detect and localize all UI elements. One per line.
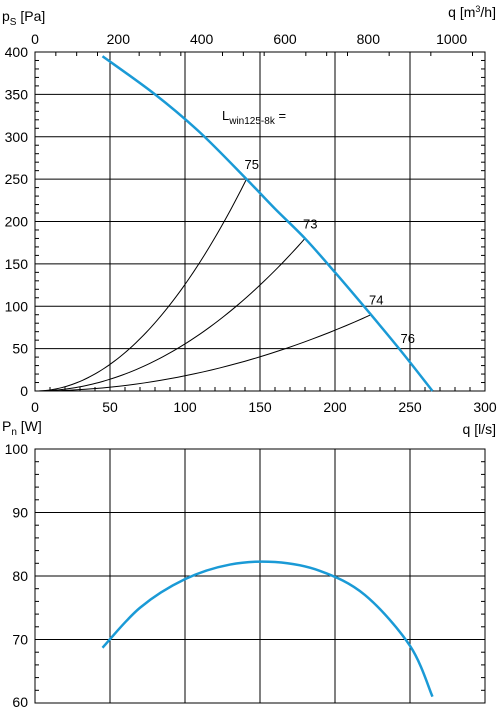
pressure-tick-label: 200 [5,214,29,230]
flow-ls-tick-label: 150 [248,399,272,415]
flow-ls-tick-label: 300 [473,399,497,415]
flow-m3h-tick-label: 1000 [436,31,467,47]
flow-m3h-tick-label: 600 [273,31,297,47]
power-grid [35,449,485,703]
flow-ls-tick-label: 200 [323,399,347,415]
system-curves [34,178,372,392]
pressure-y-axis-label: pS [Pa] [2,8,45,28]
operating-point-label-74: 74 [369,293,383,308]
flow-m3h-tick-label: 800 [357,31,381,47]
pressure-minor-ticks [35,52,485,391]
pressure-y-tick-labels: 0 50 100 150 200 250 300 350 400 [5,44,29,399]
flow-ls-axis-label: q [l/s] [463,421,496,437]
power-tick-label: 60 [12,694,28,709]
power-tick-label: 80 [12,568,28,584]
operating-point-label-76: 76 [401,331,415,346]
power-chart: 60 70 80 90 100 Pn [W] [2,418,486,709]
pressure-tick-label: 0 [20,383,28,399]
operating-point-label-73: 73 [303,216,317,231]
pressure-chart: 0 50 100 150 200 250 300 350 400 0 50 100 150 200 250… [2,4,497,437]
pressure-tick-label: 400 [5,44,29,60]
pressure-tick-label: 150 [5,256,29,272]
power-y-axis-label: Pn [W] [2,418,42,438]
operating-point-label-75: 75 [245,157,259,172]
pressure-tick-label: 100 [5,298,29,314]
power-tick-label: 100 [5,441,29,457]
flow-m3h-axis-label: q [m3/h] [448,4,496,20]
sound-level-annotation: Lwin125-8k = [222,108,286,127]
operating-point-labels: 75 73 74 76 [245,157,415,346]
flow-ls-tick-label: 250 [398,399,422,415]
flow-m3h-tick-label: 200 [107,31,131,47]
power-minor-ticks [35,461,485,691]
power-tick-label: 90 [12,505,28,521]
power-curve [101,560,434,698]
system-curve-74 [34,314,372,392]
power-tick-label: 70 [12,632,28,648]
pressure-tick-label: 350 [5,86,29,102]
flow-m3h-tick-labels: 0 200 400 600 800 1000 [31,31,467,47]
power-y-tick-labels: 60 70 80 90 100 [5,441,29,709]
flow-ls-tick-labels: 0 50 100 150 200 250 300 [31,399,497,415]
pressure-tick-label: 300 [5,129,29,145]
pressure-tick-label: 50 [12,341,28,357]
flow-ls-tick-label: 0 [31,399,39,415]
system-curve-73 [34,238,306,392]
pressure-tick-label: 250 [5,171,29,187]
flow-ls-tick-label: 100 [173,399,197,415]
flow-m3h-tick-label: 400 [190,31,214,47]
flow-m3h-tick-label: 0 [31,31,39,47]
power-plot-frame [34,448,486,704]
pressure-plot-frame [34,51,486,392]
fan-curve [101,55,434,392]
flow-ls-tick-label: 50 [102,399,118,415]
system-curve-75 [34,178,247,392]
pressure-grid [35,52,485,391]
